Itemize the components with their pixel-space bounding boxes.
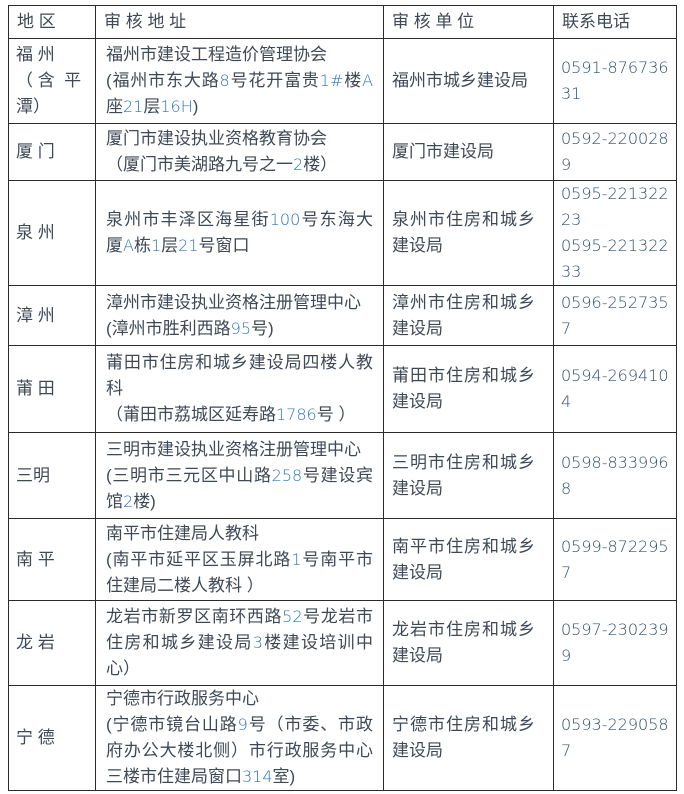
header-row: 地 区 审 核 地 址 审 核 单 位 联系电话 [8, 5, 677, 39]
unit-cell: 南平市住房和城乡建设局 [383, 518, 554, 601]
phone-cell: 0591-87673631 [553, 38, 677, 124]
address-number: 314 [242, 767, 273, 786]
phone-number: 0596-2527357 [561, 292, 669, 338]
page: { "colors": { "text": "#3e4956", "addres… [0, 5, 684, 794]
review-locations-table: 地 区 审 核 地 址 审 核 单 位 联系电话 福 州 （ 含 平 潭） 福州… [8, 5, 677, 791]
address-cell: 宁德市行政服务中心 (宁德市镜台山路9号（市委、市政府办公大楼北侧）市行政服务中… [95, 685, 384, 791]
address-number: 21 [178, 236, 199, 255]
region-cell: 莆 田 [8, 345, 96, 433]
region-cell: 厦 门 [8, 123, 96, 181]
table-row: 福 州 （ 含 平 潭） 福州市建设工程造价管理协会 (福州市东大路8号花开富贵… [8, 38, 677, 124]
table-row: 泉 州 泉州市丰泽区海星街100号东海大厦A栋1层21号窗口 泉州市住房和城乡建… [8, 180, 677, 286]
address-line: (漳州市胜利西路95号) [106, 318, 274, 338]
address-line: (三明市三元区中山路258号建设宾馆2楼) [106, 465, 373, 511]
phone-number: 0597-2302399 [561, 620, 669, 665]
address-line: 泉州市丰泽区海星街100号东海大厦A栋1层21号窗口 [106, 210, 374, 255]
header-phone: 联系电话 [553, 5, 677, 39]
address-number: A [362, 71, 374, 90]
region-cell: 南 平 [8, 518, 96, 601]
region-cell: 泉 州 [8, 180, 96, 286]
header-address: 审 核 地 址 [95, 5, 384, 39]
address-line: 龙岩市新罗区南环西路52号龙岩市住房和城乡建设局3楼建设培训中心） [106, 607, 373, 678]
phone-number: 0595-22132223 [561, 184, 669, 229]
address-number: 1 [150, 236, 162, 255]
address-number: 8 [219, 71, 230, 90]
phone-cell: 0597-2302399 [553, 600, 677, 686]
phone-number: 0599-8722957 [561, 536, 669, 582]
address-line: (宁德市镜台山路9号（市委、市政府办公大楼北侧）市行政服务中心三楼市住建局窗口3… [106, 715, 373, 786]
address-cell: 南平市住建局人教科 (南平市延平区玉屏北路1号南平市住建局二楼人教科 ） [95, 518, 384, 601]
address-line: 三明市建设执业资格注册管理中心 [106, 439, 361, 459]
region-cell: 龙 岩 [8, 600, 96, 686]
address-number: 95 [230, 318, 252, 338]
address-number: 9 [237, 715, 248, 734]
table-row: 宁 德 宁德市行政服务中心 (宁德市镜台山路9号（市委、市政府办公大楼北侧）市行… [8, 685, 677, 791]
header-unit: 审 核 单 位 [383, 5, 554, 39]
address-cell: 三明市建设执业资格注册管理中心 (三明市三元区中山路258号建设宾馆2楼) [95, 432, 384, 519]
address-cell: 莆田市住房和城乡建设局四楼人教科 （莆田市荔城区延寿路1786号 ） [95, 345, 384, 433]
address-number: 2 [123, 491, 134, 511]
region-cell: 三明 [8, 432, 96, 519]
unit-cell: 泉州市住房和城乡建设局 [383, 180, 554, 286]
phone-cell: 0598-8339968 [553, 432, 677, 519]
region-cell: 福 州 （ 含 平 潭） [8, 38, 96, 124]
address-number: 1786 [276, 405, 317, 424]
address-line: 漳州市建设执业资格注册管理中心 [106, 292, 361, 312]
address-line: (南平市延平区玉屏北路1号南平市住建局二楼人教科 ） [106, 549, 374, 595]
unit-cell: 宁德市住房和城乡建设局 [383, 685, 554, 791]
unit-cell: 厦门市建设局 [383, 123, 554, 181]
unit-cell: 莆田市住房和城乡建设局 [383, 345, 554, 433]
address-cell: 福州市建设工程造价管理协会 (福州市东大路8号花开富贵1#楼A座21层16H) [95, 38, 384, 124]
unit-cell: 龙岩市住房和城乡建设局 [383, 600, 554, 686]
unit-cell: 福州市城乡建设局 [383, 38, 554, 124]
address-line: 福州市建设工程造价管理协会 [106, 45, 327, 64]
address-line: 厦门市建设执业资格教育协会 [106, 129, 327, 148]
table-row: 莆 田 莆田市住房和城乡建设局四楼人教科 （莆田市荔城区延寿路1786号 ） 莆… [8, 345, 677, 433]
address-number: 2 [293, 155, 304, 174]
address-cell: 泉州市丰泽区海星街100号东海大厦A栋1层21号窗口 [95, 180, 384, 286]
unit-cell: 漳州市住房和城乡建设局 [383, 285, 554, 346]
phone-cell: 0594-2694104 [553, 345, 677, 433]
address-number: 16H [160, 97, 193, 116]
address-line: (福州市东大路8号花开富贵1#楼A座21层16H) [106, 71, 374, 116]
phone-cell: 0599-8722957 [553, 518, 677, 601]
header-region: 地 区 [8, 5, 96, 39]
phone-cell: 0595-22132223 0595-22132233 [553, 180, 677, 286]
address-line: 南平市住建局人教科 [106, 523, 259, 543]
phone-number: 0594-2694104 [561, 366, 669, 411]
table-row: 南 平 南平市住建局人教科 (南平市延平区玉屏北路1号南平市住建局二楼人教科 ）… [8, 518, 677, 601]
phone-number: 0598-8339968 [561, 452, 669, 498]
phone-number: 0593-2290587 [561, 715, 669, 760]
address-line: 莆田市住房和城乡建设局四楼人教科 [106, 353, 373, 398]
table-row: 龙 岩 龙岩市新罗区南环西路52号龙岩市住房和城乡建设局3楼建设培训中心） 龙岩… [8, 600, 677, 686]
address-number: 258 [271, 465, 303, 485]
address-line: 宁德市行政服务中心 [106, 689, 259, 708]
address-number: 100 [269, 210, 301, 229]
region-cell: 漳 州 [8, 285, 96, 346]
table-row: 漳 州 漳州市建设执业资格注册管理中心 (漳州市胜利西路95号) 漳州市住房和城… [8, 285, 677, 346]
table-row: 厦 门 厦门市建设执业资格教育协会 （厦门市美湖路九号之一2楼） 厦门市建设局 … [8, 123, 677, 181]
phone-cell: 0592-2200289 [553, 123, 677, 181]
address-number: 3 [252, 633, 263, 652]
phone-cell: 0596-2527357 [553, 285, 677, 346]
address-line: （厦门市美湖路九号之一2楼） [106, 155, 338, 174]
address-number: 1 [291, 549, 302, 569]
address-number: 21 [123, 97, 144, 116]
address-cell: 龙岩市新罗区南环西路52号龙岩市住房和城乡建设局3楼建设培训中心） [95, 600, 384, 686]
table-row: 三明 三明市建设执业资格注册管理中心 (三明市三元区中山路258号建设宾馆2楼)… [8, 432, 677, 519]
phone-number: 0591-87673631 [561, 58, 669, 103]
unit-cell: 三明市住房和城乡建设局 [383, 432, 554, 519]
address-number: A [123, 236, 134, 255]
address-line: （莆田市荔城区延寿路1786号 ） [106, 405, 356, 424]
address-cell: 漳州市建设执业资格注册管理中心 (漳州市胜利西路95号) [95, 285, 384, 346]
address-number: 1# [319, 71, 344, 90]
address-number: 52 [282, 607, 303, 626]
phone-number: 0595-22132233 [561, 236, 669, 281]
region-cell: 宁 德 [8, 685, 96, 791]
phone-cell: 0593-2290587 [553, 685, 677, 791]
address-cell: 厦门市建设执业资格教育协会 （厦门市美湖路九号之一2楼） [95, 123, 384, 181]
phone-number: 0592-2200289 [561, 129, 669, 174]
